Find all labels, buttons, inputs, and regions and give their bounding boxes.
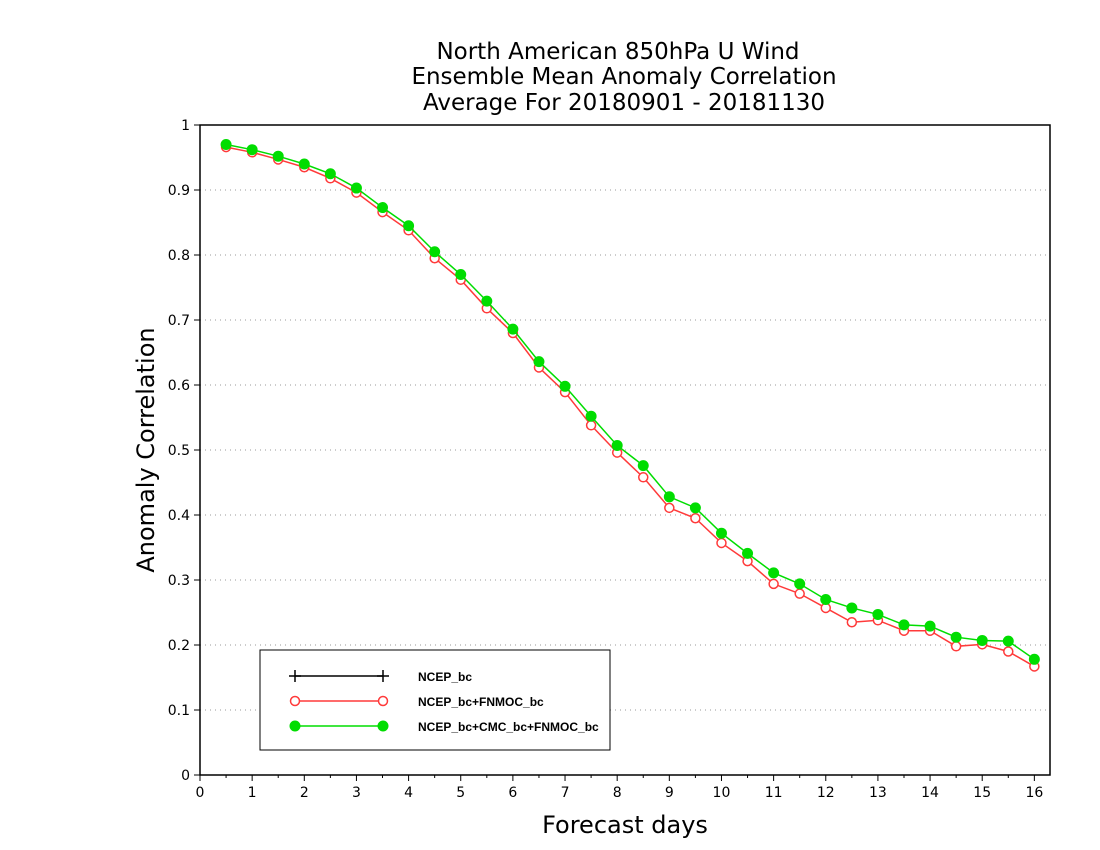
series-line	[225, 146, 1035, 668]
series-point	[846, 617, 858, 628]
x-tick-label: 0	[196, 785, 205, 801]
y-tick-label: 1	[181, 118, 190, 134]
legend-label: NCEP_bc+CMC_bc+FNMOC_bc	[418, 720, 599, 734]
series-point	[481, 295, 493, 307]
series-point	[924, 620, 936, 632]
y-tick-label: 0.6	[168, 378, 190, 394]
series-layer	[220, 139, 1040, 672]
x-tick-label: 6	[508, 785, 517, 801]
x-tick-label: 11	[765, 785, 783, 801]
series-point	[794, 588, 805, 599]
series-point	[716, 537, 727, 549]
x-tick-label: 3	[352, 785, 361, 801]
x-tick-label: 16	[1025, 785, 1043, 801]
series-point	[898, 619, 910, 631]
series-point	[403, 220, 415, 232]
x-tick-label: 14	[921, 785, 939, 801]
legend-marker	[289, 670, 301, 682]
x-tick-label: 9	[665, 785, 674, 801]
axis-ticks	[194, 124, 1035, 781]
y-tick-label: 0	[181, 768, 190, 784]
legend: NCEP_bc NCEP_bc+FNMOC_bc NCEP_bc+CMC_bc+FN…	[259, 649, 611, 751]
series-point	[846, 602, 858, 614]
series-point	[638, 472, 649, 483]
series-point	[768, 567, 780, 579]
series-point	[1003, 646, 1014, 657]
legend-marker	[377, 720, 389, 732]
x-tick-label: 8	[613, 785, 622, 801]
series-point	[272, 150, 284, 162]
series-point	[324, 168, 336, 180]
series-point	[768, 578, 779, 590]
series-point	[950, 631, 962, 643]
series-point	[377, 202, 389, 214]
series-point	[976, 634, 988, 646]
y-tick-label: 0.7	[168, 313, 190, 329]
y-axis-label: Anomaly Correlation	[132, 327, 160, 572]
x-tick-label: 1	[248, 785, 257, 801]
series-point	[794, 578, 806, 590]
title-line-3: Average For 20180901 - 20181130	[423, 90, 825, 116]
series-point	[507, 323, 519, 335]
x-tick-label: 5	[456, 785, 465, 801]
series-point	[872, 608, 884, 620]
series-point	[220, 139, 232, 150]
series-point	[820, 594, 832, 605]
x-tick-label: 12	[817, 785, 835, 801]
x-tick-label: 7	[561, 785, 570, 801]
series-point	[298, 158, 310, 170]
series-2	[220, 139, 1040, 665]
x-tick-label: 2	[300, 785, 309, 801]
y-tick-label: 0.1	[168, 703, 190, 719]
series-point	[1028, 653, 1040, 665]
series-point	[689, 502, 701, 514]
y-tick-label: 0.2	[168, 638, 190, 654]
x-tick-label: 10	[713, 785, 731, 801]
x-axis-label: Forecast days	[542, 811, 708, 839]
series-point	[455, 269, 467, 280]
x-tick-label: 4	[404, 785, 413, 801]
legend-marker	[289, 720, 301, 732]
legend-marker	[377, 695, 389, 707]
series-point	[1002, 635, 1014, 647]
y-tick-label: 0.4	[168, 508, 190, 524]
series-point	[950, 641, 962, 652]
x-tick-label: 13	[869, 785, 887, 801]
legend-box	[259, 649, 611, 751]
series-point	[664, 502, 675, 514]
series-1	[220, 141, 1040, 672]
series-point	[350, 182, 362, 194]
series-point	[715, 527, 727, 539]
series-point	[611, 439, 623, 451]
legend-marker	[377, 670, 389, 682]
title-line-1: North American 850hPa U Wind	[436, 39, 799, 65]
series-point	[690, 513, 701, 524]
title-line-2: Ensemble Mean Anomaly Correlation	[411, 64, 836, 90]
y-tick-label: 0.3	[168, 573, 190, 589]
y-tick-label: 0.8	[168, 248, 190, 264]
series-point	[663, 491, 675, 503]
chart-title: North American 850hPa U Wind Ensemble Me…	[411, 39, 836, 116]
series-point	[585, 420, 597, 431]
legend-label: NCEP_bc+FNMOC_bc	[418, 695, 544, 709]
series-point	[585, 410, 597, 422]
series-point	[637, 460, 649, 472]
x-tick-label: 15	[973, 785, 991, 801]
series-point	[429, 246, 441, 258]
axis-tick-labels: 00.10.20.30.40.50.60.70.80.910 1 2 3 4 5 6 7 8 9 1…	[168, 118, 1044, 801]
series-point	[742, 547, 754, 559]
series-point	[559, 380, 571, 392]
series-point	[533, 356, 545, 368]
grid	[200, 189, 1050, 711]
legend-marker	[289, 695, 301, 707]
series-line	[225, 143, 1035, 660]
y-tick-label: 0.9	[168, 183, 190, 199]
series-point	[246, 144, 258, 156]
legend-label: NCEP_bc	[418, 670, 472, 684]
y-tick-label: 0.5	[168, 443, 190, 459]
